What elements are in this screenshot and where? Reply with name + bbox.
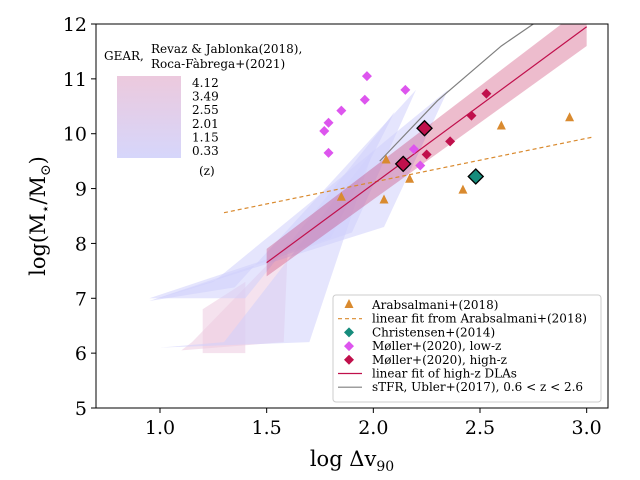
point-series-4-3: [421, 149, 432, 160]
legend-label-6: sTFR, Ubler+(2017), 0.6 < z < 2.6: [372, 380, 583, 394]
high-z-fit-band: [266, 24, 587, 277]
point-series-0-2: [379, 194, 389, 204]
legend-label-4: Møller+(2020), high-z: [372, 353, 507, 367]
legend-entry-6: sTFR, Ubler+(2017), 0.6 < z < 2.6: [338, 380, 583, 394]
legend-entry-4: Møller+(2020), high-z: [344, 353, 507, 367]
gear-region-z-2.55: [160, 150, 374, 348]
legend-entry-0: Arabsalmani+(2018): [344, 298, 498, 312]
legend-entry-1: linear fit from Arabsalmani+(2018): [338, 312, 587, 326]
plot-frame: [95, 23, 609, 409]
legend-label-1: linear fit from Arabsalmani+(2018): [372, 312, 587, 326]
y-tick-label: 8: [75, 233, 87, 255]
point-series-3-2: [336, 105, 347, 116]
point-series-3-7: [408, 144, 419, 155]
legend-entry-5: linear fit of high-z DLAs: [338, 367, 517, 381]
legend-label-2: Christensen+(2014): [372, 325, 495, 339]
point-series-0-6: [565, 112, 575, 122]
gear-region-z-0.33: [149, 89, 449, 302]
y-axis-title: log(M⋆/M⊙): [26, 156, 54, 276]
legend: Arabsalmani+(2018)linear fit from Arabsa…: [332, 294, 602, 403]
point-series-0-5: [496, 120, 506, 130]
y-tick-label: 10: [63, 124, 87, 146]
y-tick-label: 9: [75, 179, 87, 201]
gear-ref-1: Revaz & Jablonka(2018),: [151, 42, 302, 56]
y-tick-label: 6: [75, 343, 87, 365]
point-series-2-0: [467, 168, 485, 185]
point-series-4-4: [416, 119, 433, 137]
series-line-6: [379, 24, 534, 162]
legend-label-5: linear fit of high-z DLAs: [372, 367, 517, 381]
point-series-3-3: [359, 94, 370, 105]
redshift-label-5: 0.33: [192, 144, 219, 158]
redshift-unit: (z): [199, 164, 215, 178]
x-tick-label: 2.0: [358, 417, 388, 439]
point-series-3-6: [323, 147, 334, 158]
point-series-4-5: [394, 155, 412, 173]
redshift-label-2: 2.55: [192, 103, 219, 117]
point-series-3-4: [323, 117, 334, 128]
redshift-label-3: 2.01: [192, 117, 219, 131]
gear-colorbar-swatch: [117, 76, 181, 158]
point-series-3-5: [319, 125, 330, 136]
x-axis-title: log Δv90: [310, 447, 394, 475]
y-tick-label: 11: [63, 69, 87, 91]
point-series-3-0: [361, 71, 372, 82]
redshift-label-0: 4.12: [192, 76, 219, 90]
data-points: [319, 71, 575, 204]
x-tick-label: 3.0: [572, 417, 602, 439]
redshift-label-1: 3.49: [192, 90, 219, 104]
gear-label: GEAR,: [104, 49, 144, 63]
legend-box: [332, 294, 602, 403]
point-series-3-1: [400, 84, 411, 95]
legend-label-0: Arabsalmani+(2018): [371, 298, 498, 312]
point-series-4-1: [466, 110, 477, 121]
x-tick-label: 2.5: [465, 417, 495, 439]
point-series-0-4: [458, 184, 468, 194]
redshift-label-4: 1.15: [192, 130, 219, 144]
legend-entry-2: Christensen+(2014): [344, 325, 495, 339]
point-series-0-0: [336, 191, 346, 201]
series-line-5: [266, 26, 588, 264]
point-series-4-2: [445, 136, 456, 147]
y-tick-label: 7: [75, 288, 87, 310]
gear-ref-2: Roca-Fàbrega+(2021): [151, 57, 285, 71]
legend-label-3: Møller+(2020), low-z: [372, 339, 501, 353]
y-tick-label: 12: [63, 14, 87, 36]
legend-entry-3: Møller+(2020), low-z: [344, 339, 501, 353]
fit-lines: [223, 24, 594, 264]
point-series-4-0: [481, 88, 492, 99]
axis-ticks: 1.0 1.5 2.0 2.5 3.0 5 6 7 8 9 10 11 12: [63, 14, 602, 439]
redshift-labels: 4.123.492.552.011.150.33: [192, 76, 219, 158]
high-z-fit-band-area: [266, 24, 587, 277]
point-series-3-8: [415, 160, 426, 171]
x-tick-label: 1.5: [252, 417, 282, 439]
y-tick-label: 5: [75, 398, 87, 420]
x-tick-label: 1.0: [145, 417, 175, 439]
point-series-0-3: [405, 173, 415, 183]
point-series-0-1: [381, 154, 391, 164]
gear-colorbar: GEAR, Revaz & Jablonka(2018), Roca-Fàbre…: [104, 42, 302, 178]
